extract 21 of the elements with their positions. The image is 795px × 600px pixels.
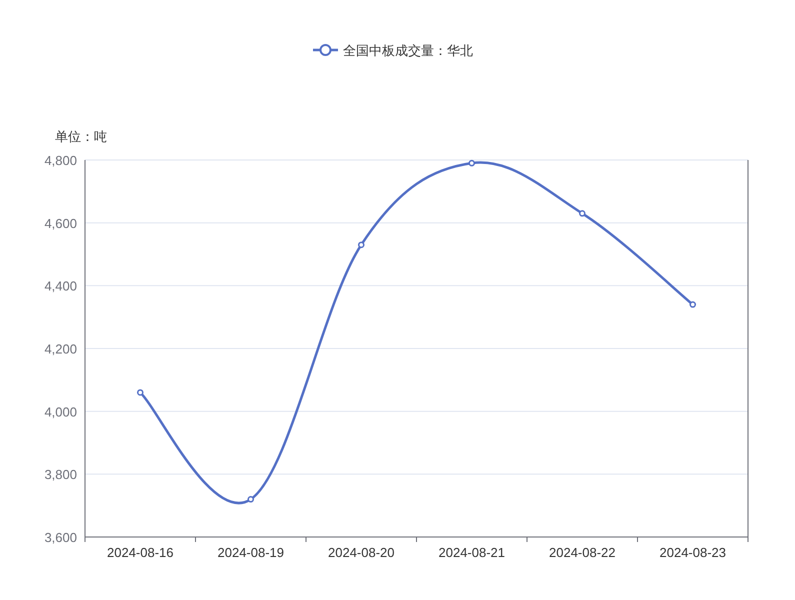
- y-tick-label: 4,800: [44, 153, 77, 168]
- legend-label: 全国中板成交量：华北: [343, 43, 473, 58]
- y-tick-label: 4,400: [44, 278, 77, 294]
- y-axis-title: 单位：吨: [55, 129, 107, 144]
- y-tick-label: 4,600: [44, 216, 77, 231]
- y-tick-label: 3,800: [44, 467, 77, 482]
- point: [579, 210, 586, 217]
- x-tick-label: 2024-08-23: [660, 545, 726, 560]
- x-tick-label: 2024-08-22: [549, 545, 616, 560]
- point: [468, 160, 475, 166]
- point: [137, 389, 144, 396]
- x-tick-label: 2024-08-20: [328, 545, 394, 560]
- y-tick-label: 4,200: [44, 342, 77, 356]
- x-tick-label: 2024-08-21: [438, 545, 505, 560]
- y-tick-label: 4,000: [44, 404, 77, 420]
- point: [248, 496, 254, 503]
- x-tick-label: 2024-08-16: [107, 545, 174, 560]
- point: [358, 242, 364, 248]
- y-tick-label: 3,600: [44, 530, 77, 545]
- x-tick-label: 2024-08-19: [218, 545, 284, 560]
- point: [690, 301, 696, 308]
